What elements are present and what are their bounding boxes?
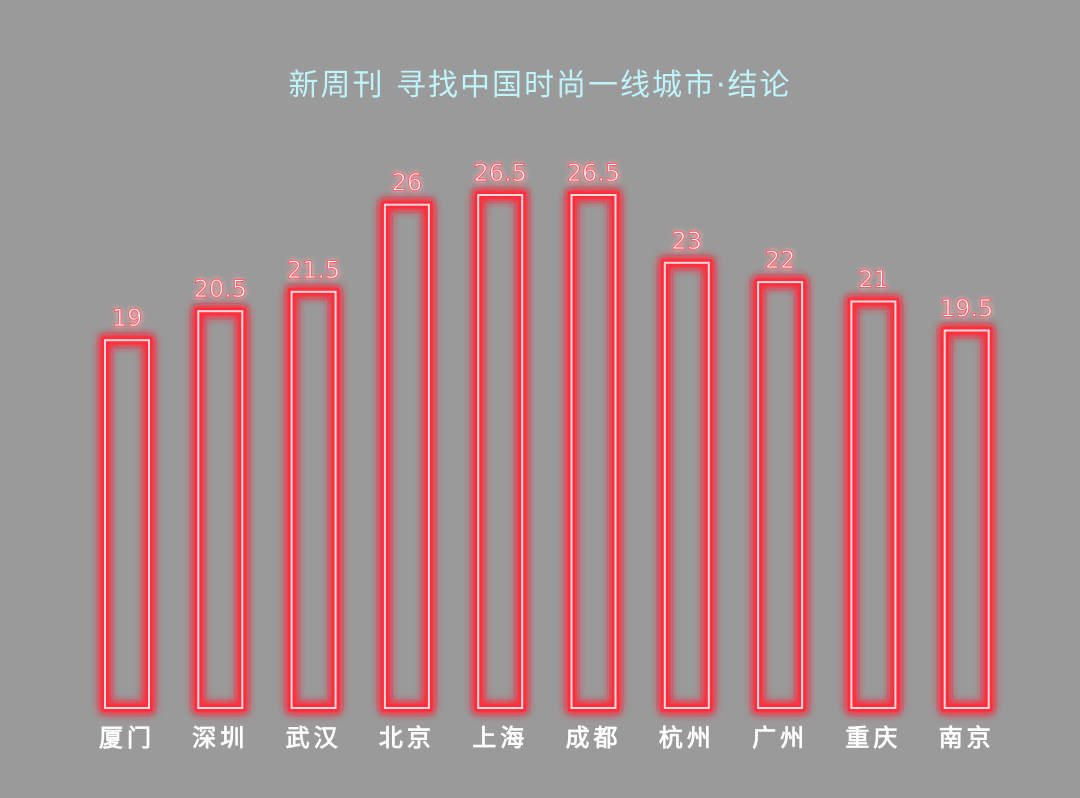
value-label-group: 19 20.5 21.5 26 26.5 26.5 23 22 21 19.5 bbox=[111, 159, 994, 333]
category-label: 北京 bbox=[379, 724, 435, 752]
value-label: 23 bbox=[672, 227, 703, 255]
value-label: 21 bbox=[858, 266, 889, 294]
value-label: 21.5 bbox=[287, 256, 340, 284]
value-label: 22 bbox=[765, 246, 796, 274]
chart-title: 新周刊 寻找中国时尚一线城市·结论 bbox=[288, 68, 791, 103]
category-label: 厦门 bbox=[99, 724, 155, 752]
bar-glow bbox=[941, 327, 993, 712]
category-label: 武汉 bbox=[286, 724, 342, 752]
bar-杭州 bbox=[663, 261, 710, 709]
value-label: 19 bbox=[112, 304, 143, 332]
bar-glow bbox=[194, 307, 246, 712]
bar-成都 bbox=[570, 194, 617, 709]
bar-group bbox=[101, 191, 993, 712]
value-label: 26.5 bbox=[473, 159, 526, 187]
bar-重庆 bbox=[850, 300, 897, 709]
bar-glow bbox=[101, 336, 153, 712]
bar-广州 bbox=[757, 281, 804, 709]
bar-glow bbox=[661, 259, 713, 712]
category-label: 深圳 bbox=[192, 724, 248, 752]
bar-武汉 bbox=[290, 290, 337, 709]
value-label: 19.5 bbox=[940, 295, 993, 323]
bar-上海 bbox=[477, 194, 524, 709]
bar-glow bbox=[754, 278, 806, 712]
bar-北京 bbox=[383, 203, 430, 709]
bar-glow bbox=[474, 191, 526, 712]
bar-glow bbox=[381, 201, 433, 712]
category-label: 杭州 bbox=[659, 724, 715, 752]
category-label: 上海 bbox=[472, 724, 528, 752]
value-label: 26.5 bbox=[567, 159, 620, 187]
category-label: 南京 bbox=[939, 724, 995, 752]
bar-glow bbox=[568, 191, 619, 712]
bar-glow bbox=[847, 298, 899, 712]
category-label: 广州 bbox=[752, 724, 808, 752]
category-label-group: 厦门 深圳 武汉 北京 上海 成都 杭州 广州 重庆 南京 bbox=[99, 724, 995, 752]
bar-厦门 bbox=[104, 339, 150, 709]
bar-glow bbox=[288, 288, 340, 712]
value-label: 26 bbox=[392, 169, 423, 197]
bar-南京 bbox=[943, 329, 990, 709]
bar-深圳 bbox=[197, 310, 244, 709]
category-label: 重庆 bbox=[845, 724, 901, 752]
value-label: 20.5 bbox=[194, 275, 247, 303]
category-label: 成都 bbox=[566, 724, 622, 752]
